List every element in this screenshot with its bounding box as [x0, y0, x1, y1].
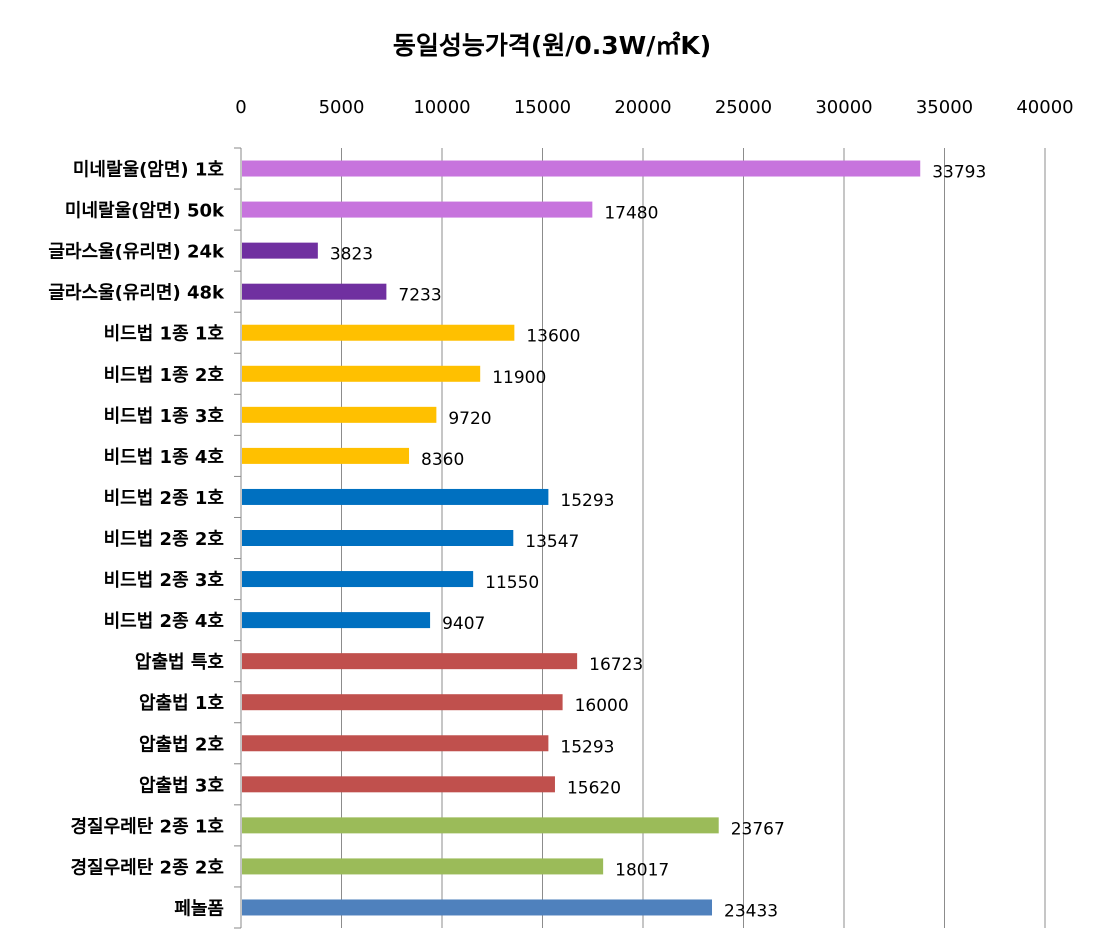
bar	[242, 201, 593, 218]
bar	[242, 858, 604, 875]
category-label: 압출법 1호	[139, 693, 224, 714]
bar	[242, 735, 549, 752]
data-label: 13600	[526, 327, 580, 347]
bar	[242, 406, 437, 423]
category-label: 비드법 1종 4호	[104, 447, 224, 468]
data-label: 16000	[575, 696, 629, 716]
category-label: 비드법 1종 2호	[104, 365, 224, 386]
data-label: 17480	[604, 204, 658, 224]
x-tick-label: 20000	[614, 97, 671, 118]
data-label: 11900	[492, 368, 546, 388]
bar	[242, 571, 474, 588]
category-label: 비드법 2종 2호	[104, 529, 224, 550]
data-label: 15620	[567, 778, 621, 798]
category-label: 미네랄울(암면) 50k	[65, 200, 225, 222]
data-label: 8360	[421, 450, 464, 470]
x-tick-labels: 0 5000 10000 15000 20000 25000 30000 35000 40000	[235, 97, 1073, 118]
chart-title: 동일성능가격(원/0.3W/㎡K)	[393, 31, 711, 60]
data-label: 13547	[525, 532, 579, 552]
data-label: 3823	[330, 245, 373, 265]
data-label: 11550	[485, 573, 539, 593]
bar	[242, 653, 578, 670]
bar	[242, 447, 410, 464]
data-label: 7233	[398, 286, 441, 306]
data-label: 23433	[724, 901, 778, 921]
category-label: 압출법 3호	[139, 775, 224, 796]
bars	[242, 160, 921, 916]
category-label: 페놀폼	[174, 898, 224, 919]
x-tick-label: 10000	[413, 97, 470, 118]
category-label: 비드법 1종 1호	[104, 324, 224, 345]
bar	[242, 324, 515, 341]
value-labels: 33793 17480 3823 7233 13600 11900 9720 8360 1529…	[330, 163, 986, 922]
x-tick-label: 30000	[815, 97, 872, 118]
x-tick-label: 25000	[715, 97, 772, 118]
x-tick-label: 0	[235, 97, 246, 118]
data-label: 23767	[731, 819, 785, 839]
bar	[242, 283, 387, 300]
x-tick-label: 5000	[319, 97, 365, 118]
category-label: 비드법 1종 3호	[104, 406, 224, 427]
bar	[242, 365, 481, 382]
category-label: 압출법 2호	[139, 734, 224, 755]
data-label: 9407	[442, 614, 485, 634]
category-label: 비드법 2종 1호	[104, 488, 224, 509]
gridlines	[234, 147, 1046, 929]
data-label: 15293	[560, 491, 614, 511]
category-label: 글라스울(유리면) 48k	[48, 283, 225, 304]
category-label: 비드법 2종 4호	[104, 611, 224, 632]
data-label: 33793	[932, 163, 986, 183]
data-label: 15293	[560, 737, 614, 757]
bar	[242, 612, 431, 629]
bar	[242, 694, 563, 711]
data-label: 16723	[589, 655, 643, 675]
x-tick-label: 40000	[1016, 97, 1073, 118]
category-label: 글라스울(유리면) 24k	[48, 242, 225, 263]
x-tick-label: 35000	[916, 97, 973, 118]
bar	[242, 160, 921, 177]
bar	[242, 242, 318, 259]
category-label: 미네랄울(암면) 1호	[73, 159, 224, 181]
data-label: 18017	[615, 860, 669, 880]
category-label: 경질우레탄 2종 2호	[70, 857, 224, 878]
bar	[242, 817, 719, 834]
bar	[242, 899, 713, 916]
data-label: 9720	[448, 409, 491, 429]
bar	[242, 776, 555, 793]
category-label: 경질우레탄 2종 1호	[70, 816, 224, 837]
category-label: 비드법 2종 3호	[104, 570, 224, 591]
bar	[242, 530, 514, 546]
category-label: 압출법 특호	[135, 652, 224, 673]
bar	[242, 488, 549, 505]
x-tick-label: 15000	[514, 97, 571, 118]
